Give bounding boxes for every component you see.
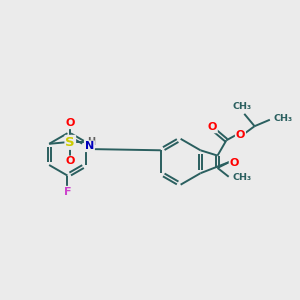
Text: O: O: [66, 118, 75, 128]
Text: F: F: [64, 187, 71, 197]
Text: O: O: [230, 158, 239, 168]
Text: O: O: [208, 122, 217, 132]
Text: CH₃: CH₃: [232, 102, 251, 111]
Text: CH₃: CH₃: [232, 173, 251, 182]
Text: S: S: [65, 136, 75, 149]
Text: CH₃: CH₃: [274, 114, 293, 123]
Text: N: N: [85, 141, 94, 151]
Text: O: O: [236, 130, 245, 140]
Text: H: H: [87, 137, 95, 147]
Text: O: O: [66, 157, 75, 166]
